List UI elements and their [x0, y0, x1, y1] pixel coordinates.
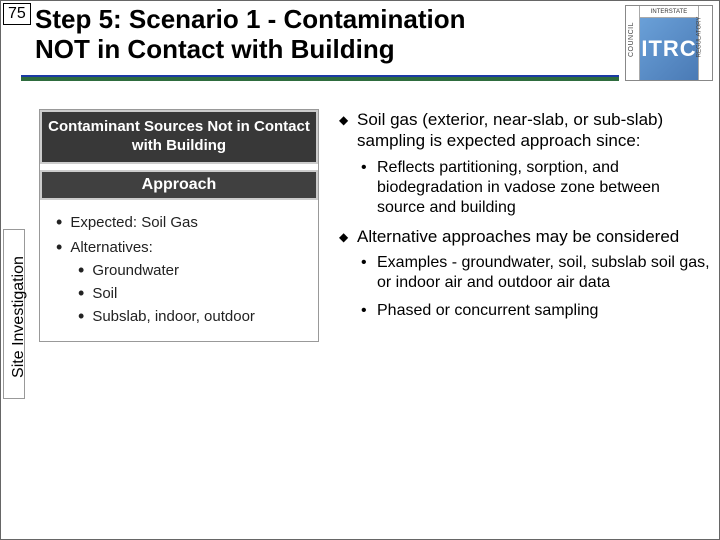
slide-number: 75	[3, 3, 31, 25]
title-line-1: Step 5: Scenario 1 - Contamination	[35, 5, 619, 35]
panel-heading-2: Approach	[40, 170, 318, 200]
approach-panel: Contaminant Sources Not in Contact with …	[39, 109, 319, 342]
panel-list-item: Expected: Soil Gas	[56, 212, 314, 233]
content-sub-bullet: •Examples - groundwater, soil, subslab s…	[361, 253, 711, 293]
content-sub-bullet: •Reflects partitioning, sorption, and bi…	[361, 158, 711, 218]
side-tab-label: Site Investigation	[10, 247, 28, 387]
panel-list-item: Soil	[78, 283, 314, 304]
slide-title: Step 5: Scenario 1 - Contamination NOT i…	[35, 5, 619, 65]
dot-icon: •	[361, 255, 377, 293]
dot-icon: •	[361, 303, 377, 321]
content-sub-bullet: •Phased or concurrent sampling	[361, 301, 711, 321]
panel-heading-1: Contaminant Sources Not in Contact with …	[40, 110, 318, 164]
sub-bullet-text: Examples - groundwater, soil, subslab so…	[377, 253, 711, 293]
title-underline	[21, 75, 619, 81]
content-bullet: ◆Alternative approaches may be considere…	[339, 226, 711, 247]
panel-body: Expected: Soil Gas Alternatives:Groundwat…	[40, 200, 318, 341]
diamond-icon: ◆	[339, 113, 357, 152]
sub-bullet-text: Reflects partitioning, sorption, and bio…	[377, 158, 711, 218]
bullet-text: Soil gas (exterior, near-slab, or sub-sl…	[357, 109, 711, 152]
logo-right-text: REGULATORY	[696, 17, 702, 58]
side-tab: Site Investigation	[3, 229, 25, 399]
panel-list-item: Alternatives:	[56, 237, 314, 258]
bullet-content: ◆Soil gas (exterior, near-slab, or sub-s…	[339, 109, 711, 329]
bullet-text: Alternative approaches may be considered	[357, 226, 711, 247]
diamond-icon: ◆	[339, 230, 357, 247]
content-bullet: ◆Soil gas (exterior, near-slab, or sub-s…	[339, 109, 711, 152]
panel-list-item: Groundwater	[78, 260, 314, 281]
logo-right-strip: REGULATORY	[698, 6, 712, 80]
logo-main-text: ITRC	[640, 18, 698, 80]
logo-mid: INTERSTATE ITRC	[640, 6, 698, 80]
itrc-logo: COUNCIL INTERSTATE ITRC REGULATORY	[625, 5, 713, 81]
logo-top-text: INTERSTATE	[640, 6, 698, 18]
panel-list-item: Subslab, indoor, outdoor	[78, 306, 314, 327]
sub-bullet-text: Phased or concurrent sampling	[377, 301, 711, 321]
logo-left-text: COUNCIL	[628, 22, 635, 57]
title-line-2: NOT in Contact with Building	[35, 35, 619, 65]
logo-left-strip: COUNCIL	[626, 6, 640, 80]
dot-icon: •	[361, 160, 377, 218]
